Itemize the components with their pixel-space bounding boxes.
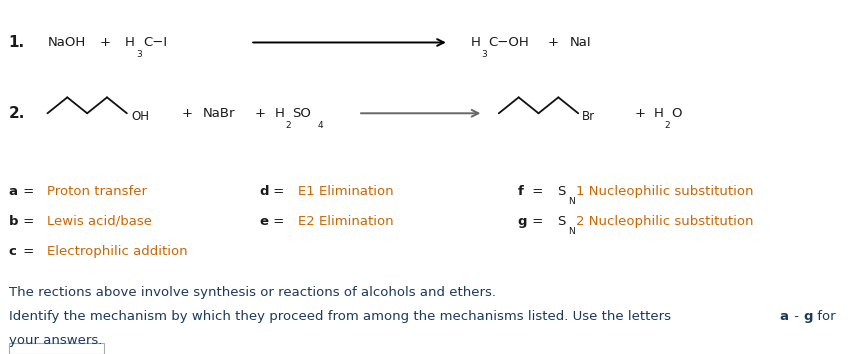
- Text: H: H: [470, 36, 480, 49]
- Text: Br: Br: [582, 110, 595, 122]
- Text: d: d: [259, 185, 268, 198]
- Text: =: =: [19, 245, 39, 258]
- Text: 2.: 2.: [9, 106, 25, 121]
- Bar: [9, 343, 104, 354]
- Text: S: S: [557, 185, 565, 198]
- Text: +: +: [255, 107, 266, 120]
- Text: =: =: [528, 215, 548, 228]
- Text: S: S: [557, 215, 565, 228]
- Text: E1 Elimination: E1 Elimination: [298, 185, 394, 198]
- Text: =: =: [528, 185, 548, 198]
- Text: 2: 2: [665, 121, 671, 130]
- Text: for: for: [813, 310, 835, 323]
- Text: Electrophilic addition: Electrophilic addition: [47, 245, 188, 258]
- Text: your answers.: your answers.: [9, 334, 102, 347]
- Text: H: H: [125, 36, 135, 49]
- Text: Lewis acid/base: Lewis acid/base: [47, 215, 153, 228]
- Text: g: g: [803, 310, 813, 323]
- Text: e: e: [259, 215, 268, 228]
- Text: 3: 3: [482, 50, 488, 59]
- Text: +: +: [181, 107, 192, 120]
- Text: =: =: [19, 215, 39, 228]
- Text: 4: 4: [318, 121, 324, 130]
- Text: H: H: [653, 107, 663, 120]
- Text: C−I: C−I: [143, 36, 167, 49]
- Text: The rections above involve synthesis or reactions of alcohols and ethers.: The rections above involve synthesis or …: [9, 286, 495, 298]
- Text: a: a: [9, 185, 17, 198]
- Text: SO: SO: [292, 107, 311, 120]
- Text: 1.: 1.: [9, 35, 25, 50]
- Text: Proton transfer: Proton transfer: [47, 185, 148, 198]
- Text: NaBr: NaBr: [203, 107, 236, 120]
- Text: =: =: [19, 185, 39, 198]
- Text: N: N: [568, 196, 575, 206]
- Text: b: b: [9, 215, 18, 228]
- Text: 3: 3: [136, 50, 142, 59]
- Text: 1 Nucleophilic substitution: 1 Nucleophilic substitution: [576, 185, 754, 198]
- Text: O: O: [671, 107, 682, 120]
- Text: f: f: [518, 185, 524, 198]
- Text: +: +: [548, 36, 559, 49]
- Text: 2 Nucleophilic substitution: 2 Nucleophilic substitution: [576, 215, 754, 228]
- Text: c: c: [9, 245, 16, 258]
- Text: g: g: [518, 215, 527, 228]
- Text: =: =: [269, 185, 289, 198]
- Text: Identify the mechanism by which they proceed from among the mechanisms listed. U: Identify the mechanism by which they pro…: [9, 310, 675, 323]
- Text: E2 Elimination: E2 Elimination: [298, 215, 394, 228]
- Text: N: N: [568, 227, 575, 236]
- Text: C−OH: C−OH: [488, 36, 529, 49]
- Text: +: +: [99, 36, 110, 49]
- Text: 2: 2: [286, 121, 292, 130]
- Text: a: a: [779, 310, 788, 323]
- Text: NaOH: NaOH: [47, 36, 85, 49]
- Text: +: +: [634, 107, 646, 120]
- Text: -: -: [790, 310, 803, 323]
- Text: H: H: [274, 107, 284, 120]
- Text: OH: OH: [131, 110, 149, 123]
- Text: =: =: [269, 215, 289, 228]
- Text: NaI: NaI: [570, 36, 591, 49]
